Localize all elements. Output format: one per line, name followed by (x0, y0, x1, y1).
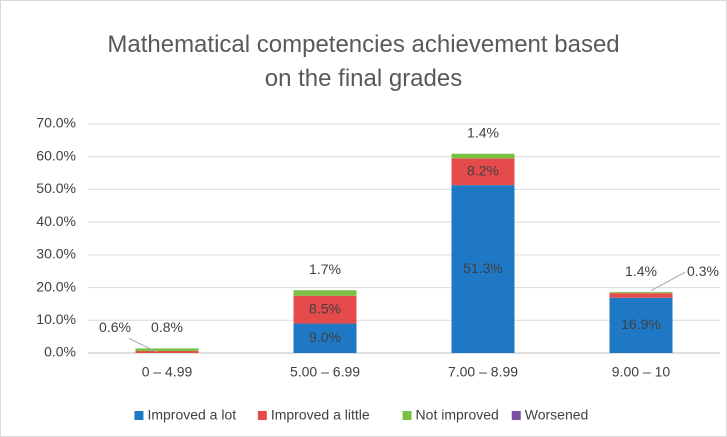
bar-segment (293, 323, 357, 353)
bar-segment (293, 290, 357, 296)
y-tick-label: 0.0% (44, 344, 76, 360)
data-label: 1.4% (625, 263, 657, 279)
y-tick-label: 30.0% (36, 246, 76, 262)
data-label: 51.3% (463, 260, 503, 276)
legend-swatch (402, 411, 412, 420)
bar-segment (135, 351, 199, 353)
y-tick-label: 40.0% (36, 213, 76, 229)
y-tick-label: 70.0% (36, 115, 76, 131)
data-label: 1.7% (309, 261, 341, 277)
bar-segment (609, 293, 673, 298)
bar-segment (609, 292, 673, 294)
x-tick-label: 9.00 – 10 (612, 364, 671, 380)
data-label: 16.9% (621, 316, 661, 332)
legend-swatch (511, 411, 521, 420)
bar-segment (451, 185, 515, 353)
legend-label: Worsened (525, 407, 589, 423)
leader-line (650, 271, 686, 292)
y-tick-label: 10.0% (36, 311, 76, 327)
legend-label: Not improved (416, 407, 499, 423)
data-label: 8.5% (309, 300, 341, 316)
data-label: 0.8% (151, 319, 183, 335)
x-tick-label: 5.00 – 6.99 (290, 364, 360, 380)
legend-swatch (134, 411, 144, 420)
x-tick-label: 0 – 4.99 (142, 364, 193, 380)
y-tick-label: 20.0% (36, 278, 76, 294)
bar-segment (451, 158, 515, 186)
data-label: 9.0% (309, 329, 341, 345)
legend-label: Improved a little (271, 407, 370, 423)
bar-segment (451, 153, 515, 159)
leader-line (128, 337, 158, 353)
data-label: 0.3% (687, 263, 719, 279)
x-tick-label: 7.00 – 8.99 (448, 364, 518, 380)
y-tick-label: 50.0% (36, 180, 76, 196)
data-label: 1.4% (467, 124, 499, 140)
bar-segment (135, 348, 199, 352)
chart-title: Mathematical competencies achievement ba… (107, 31, 620, 92)
legend-label: Improved a lot (147, 407, 236, 423)
bar-segment (609, 297, 673, 353)
data-label: 8.2% (467, 162, 499, 178)
bar-segment (293, 295, 357, 324)
y-tick-label: 60.0% (36, 147, 76, 163)
data-label: 0.6% (99, 319, 131, 335)
legend-swatch (257, 411, 267, 420)
